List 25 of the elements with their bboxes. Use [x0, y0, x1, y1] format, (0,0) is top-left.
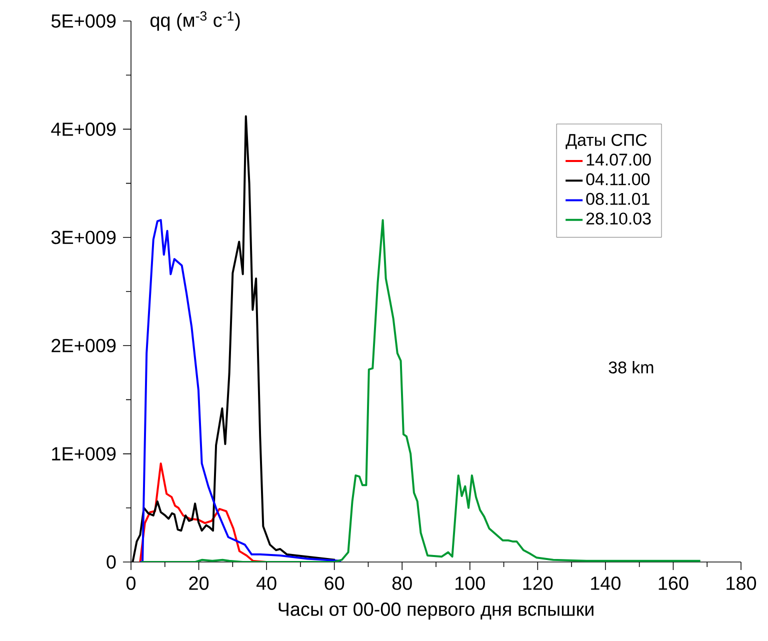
x-tick-label: 0: [126, 576, 136, 590]
x-axis-title: Часы от 00-00 первого дня вспышки: [278, 602, 594, 620]
annotation: 38 km: [608, 361, 654, 374]
line-series: [139, 219, 342, 562]
legend-label: 28.10.03: [586, 212, 651, 225]
x-tick-label: 120: [523, 576, 553, 590]
x-tick-label: 60: [324, 576, 344, 590]
legend-title: Даты СПС: [566, 134, 647, 150]
y-tick-label: 3E+009: [51, 230, 116, 244]
y-tick-label: 4E+009: [51, 122, 116, 136]
x-tick-label: 100: [456, 576, 485, 590]
y-tick-label: 5E+009: [51, 14, 116, 28]
y-axis-title: qq (м$^{-3}$ с$^{-1}$): [150, 11, 240, 31]
x-tick-label: 140: [591, 576, 620, 590]
x-tick-label: 80: [392, 576, 412, 590]
y-tick-label: 2E+009: [52, 338, 116, 352]
legend-label: 14.07.00: [586, 154, 651, 166]
y-tick-label: 1E+009: [52, 447, 116, 461]
x-tick-label: 40: [256, 576, 276, 590]
x-tick-label: 20: [189, 576, 209, 590]
x-tick-label: 180: [726, 576, 756, 590]
x-tick-label: 160: [658, 576, 688, 590]
y-tick-label: 0: [106, 555, 116, 569]
legend-label: 04.11.00: [586, 173, 650, 186]
legend-label: 08.11.01: [586, 192, 650, 205]
